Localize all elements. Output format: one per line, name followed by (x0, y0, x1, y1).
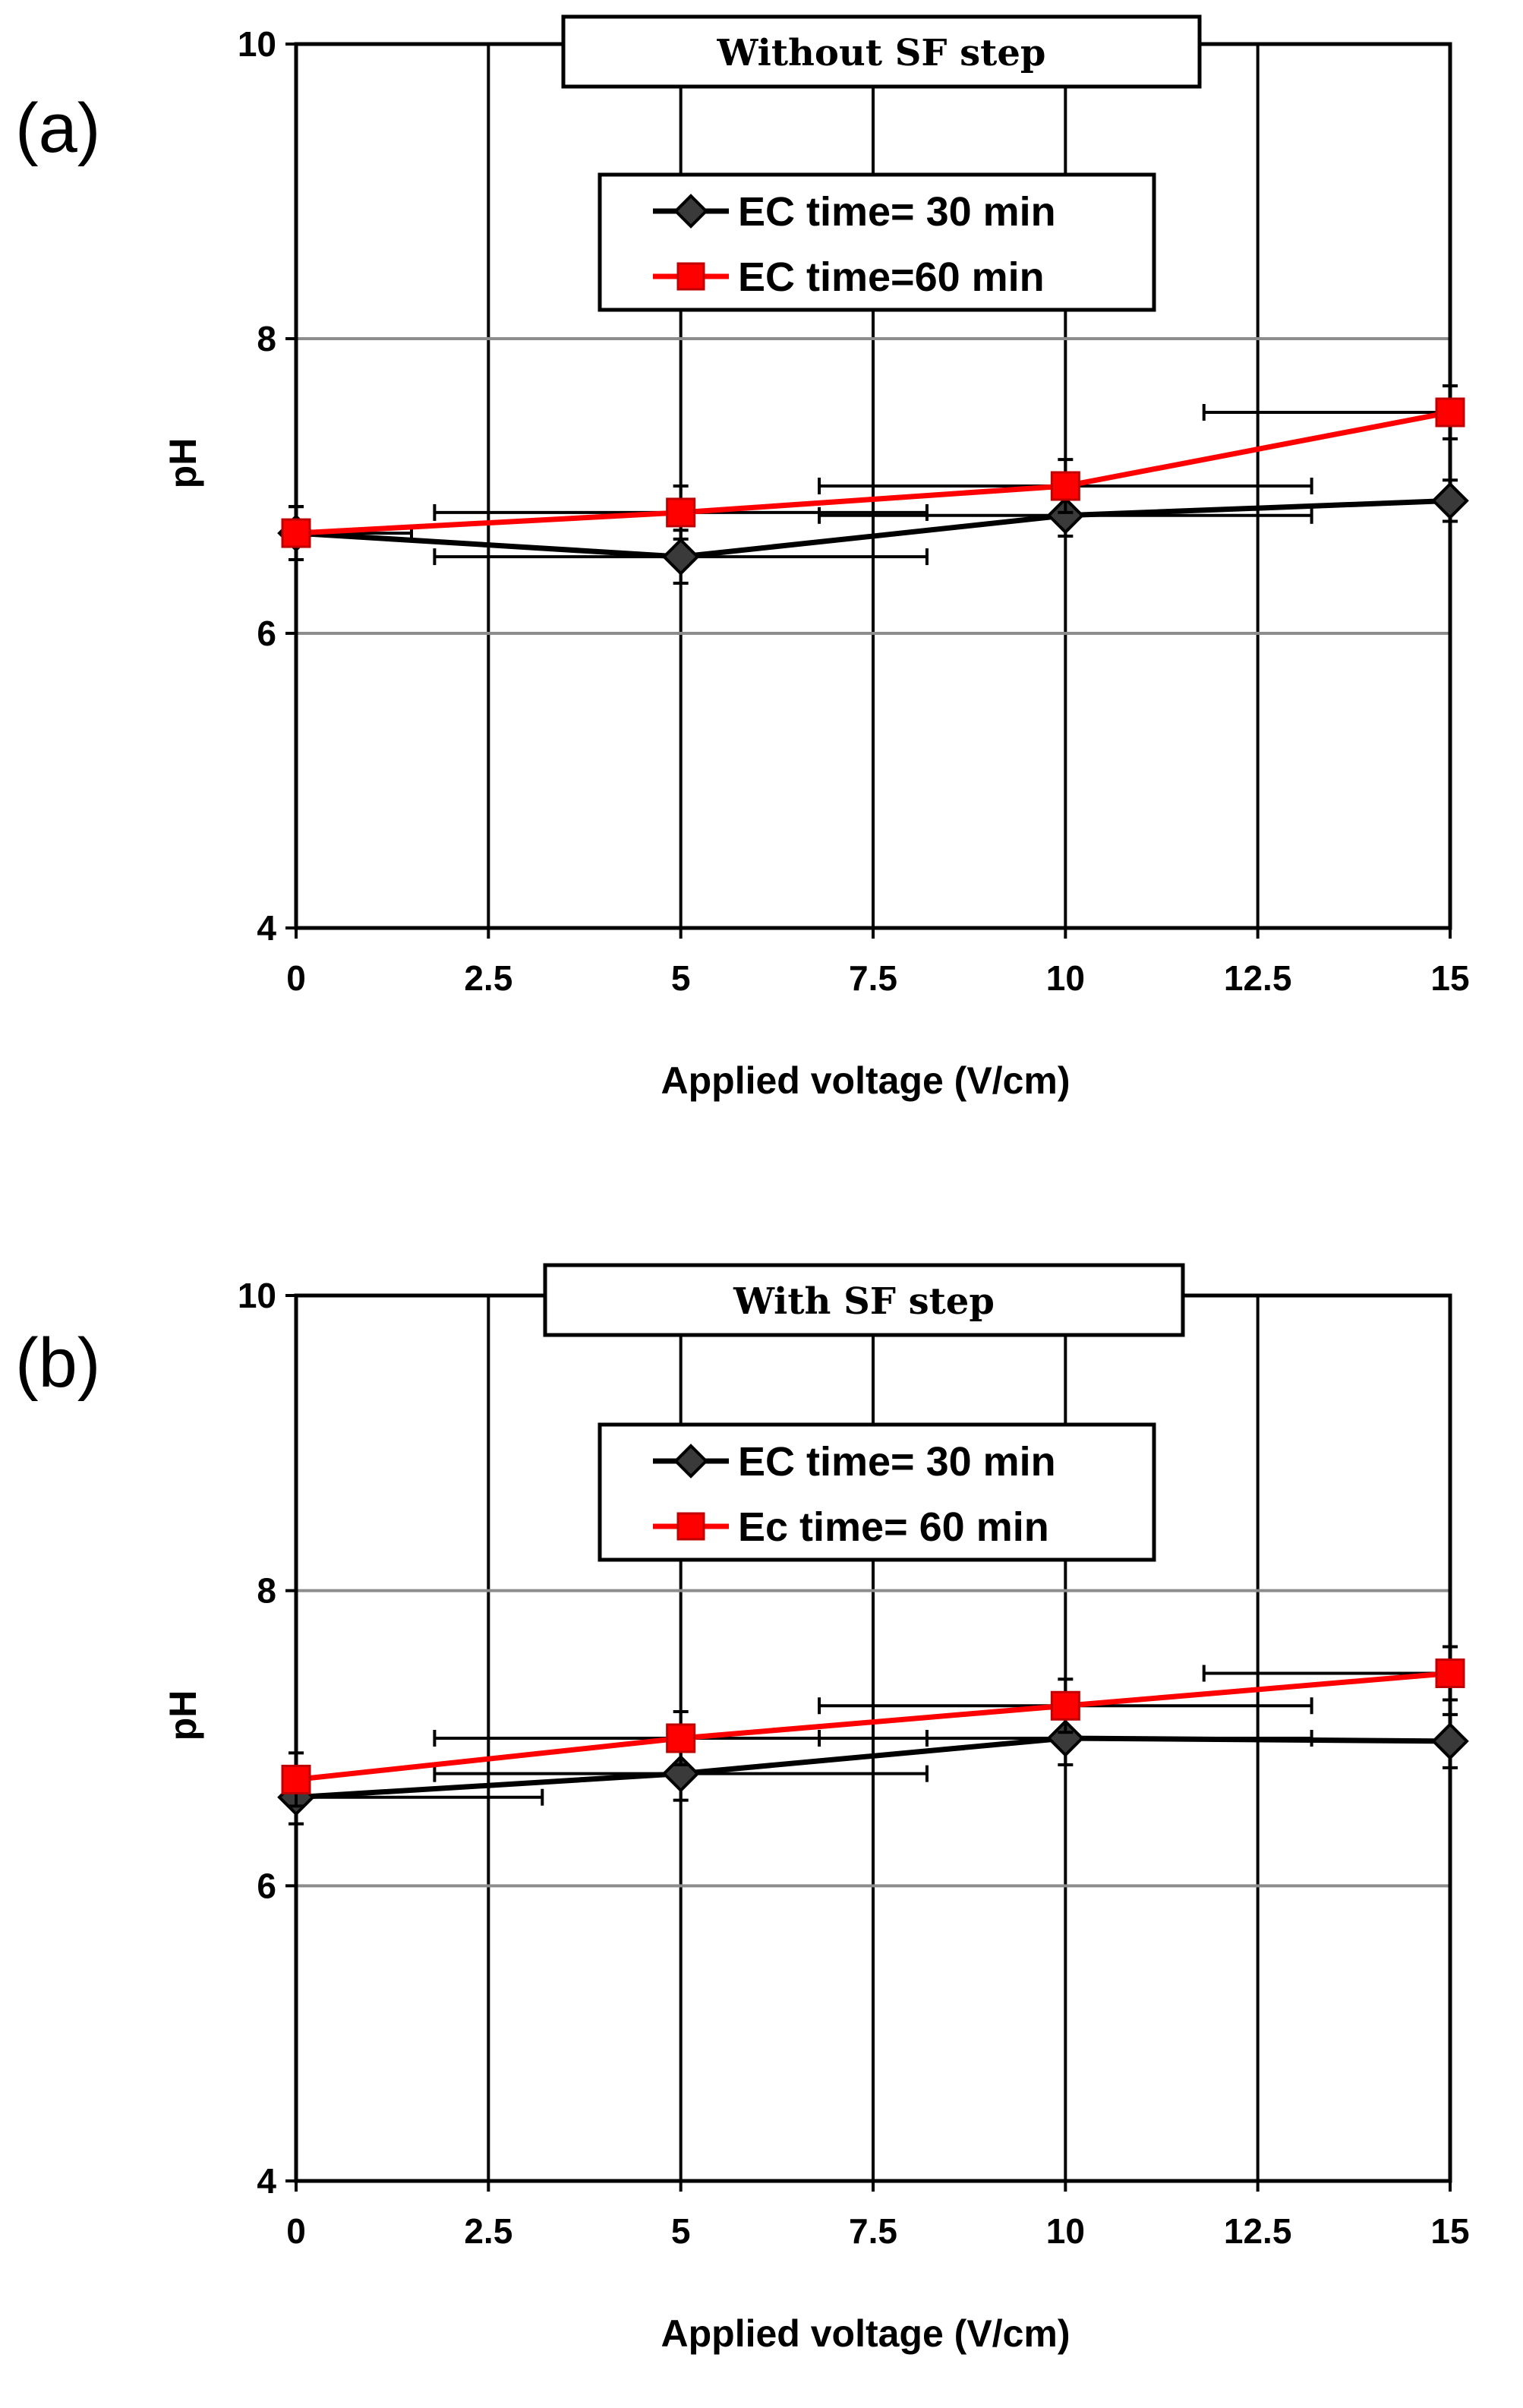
data-point-square (1435, 397, 1465, 428)
legend-marker-diamond (673, 194, 708, 229)
data-point-diamond (661, 1754, 700, 1793)
x-tick-label: 10 (1046, 958, 1085, 998)
y-tick-label: 10 (238, 1276, 276, 1315)
y-axis-label: pH (162, 438, 204, 489)
data-point-diamond (1046, 1719, 1085, 1757)
chart-panel-a: 0 2.5 5 7.5 10 12.5 15 4 6 8 10 Applied voltage (V/… (15, 14, 1470, 1102)
series-line (295, 1671, 1451, 1782)
data-point-diamond (1431, 1722, 1469, 1760)
data-point-diamond (661, 538, 700, 576)
chart-title: Without SF step (717, 32, 1046, 74)
legend-marker-square (676, 1512, 705, 1541)
x-tick-label: 5 (671, 958, 691, 998)
y-tick-label: 4 (257, 2161, 276, 2201)
y-tick-label: 8 (257, 1571, 276, 1611)
x-tick-label: 10 (1046, 2211, 1085, 2251)
panel-label: (b) (15, 1324, 100, 1402)
data-point-square (281, 518, 311, 548)
y-tick-label: 10 (238, 24, 276, 64)
x-tick-label: 2.5 (464, 958, 512, 998)
chart-title: With SF step (733, 1280, 995, 1323)
y-tick-label: 4 (257, 908, 276, 948)
series-line (295, 497, 1451, 560)
series-line (295, 409, 1451, 536)
legend-label: EC time= 30 min (738, 1439, 1056, 1485)
data-point-square (666, 1723, 696, 1753)
y-axis-label: pH (162, 1690, 204, 1741)
data-point-square (1050, 471, 1080, 501)
y-tick-label: 8 (257, 319, 276, 358)
data-point-square (1435, 1658, 1465, 1688)
chart-panel-b: 0 2.5 5 7.5 10 12.5 15 4 6 8 10 Applied voltage (V/… (15, 1263, 1470, 2355)
x-tick-label: 15 (1430, 958, 1469, 998)
series-ec-60-min (281, 1645, 1465, 1808)
data-point-square (281, 1764, 311, 1794)
data-point-square (1050, 1690, 1080, 1721)
panel-label: (a) (15, 90, 100, 167)
x-tick-label: 0 (286, 2211, 306, 2251)
x-tick-label: 7.5 (849, 2211, 897, 2251)
x-tick-label: 15 (1430, 2211, 1469, 2251)
data-point-diamond (1431, 481, 1469, 520)
series-ec-60-min (281, 384, 1465, 561)
data-point-square (666, 497, 696, 528)
series-line (295, 1735, 1451, 1800)
x-tick-label: 5 (671, 2211, 691, 2251)
x-tick-label: 12.5 (1224, 958, 1292, 998)
title-box (561, 14, 1202, 89)
x-axis-label: Applied voltage (V/cm) (661, 2312, 1071, 2355)
data-point-diamond (1046, 496, 1085, 535)
x-tick-label: 7.5 (849, 958, 897, 998)
title-box (543, 1263, 1185, 1337)
y-tick-label: 6 (257, 1866, 276, 1905)
legend-marker-square (676, 262, 705, 291)
x-tick-label: 12.5 (1224, 2211, 1292, 2251)
legend-label: EC time= 30 min (738, 189, 1056, 235)
legend-label: Ec time= 60 min (738, 1504, 1049, 1550)
x-tick-label: 2.5 (464, 2211, 512, 2251)
legend-label: EC time=60 min (738, 254, 1045, 300)
x-axis-label: Applied voltage (V/cm) (661, 1059, 1071, 1102)
legend-marker-diamond (673, 1444, 708, 1479)
x-tick-label: 0 (286, 958, 306, 998)
y-tick-label: 6 (257, 614, 276, 653)
